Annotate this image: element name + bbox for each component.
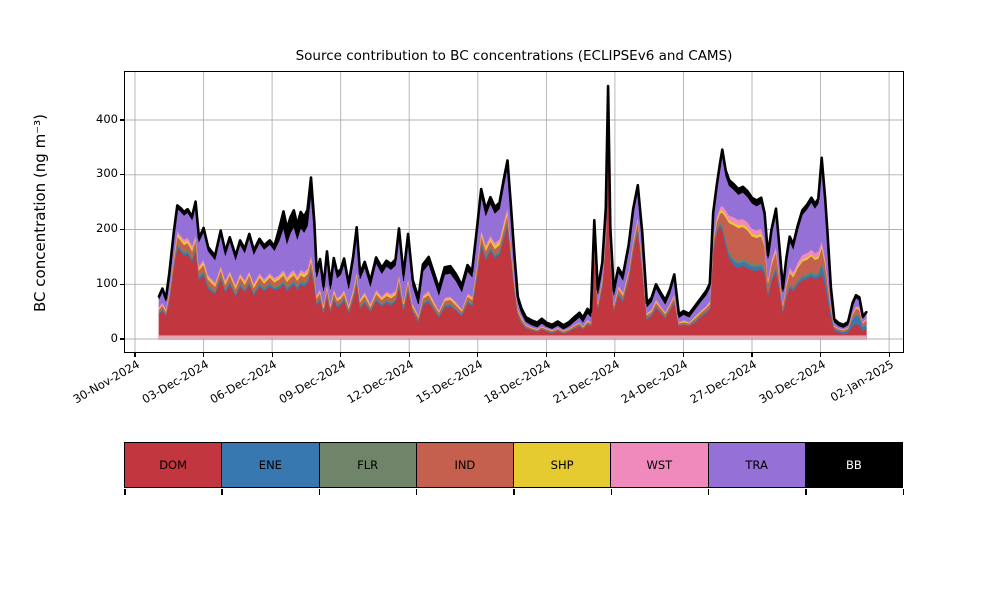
x-tick [682,353,685,357]
chart-title: Source contribution to BC concentrations… [295,48,733,64]
x-tick [751,353,753,357]
legend-tick [610,489,613,495]
y-tick-label: 400 [96,111,118,126]
total-line [157,84,868,327]
x-tick [888,353,890,357]
y-tick [120,338,124,340]
legend-label: WST [646,458,673,472]
legend-label: SHP [550,458,574,472]
plot-area [124,71,904,353]
y-axis-label: BC concentration (ng m⁻³) [31,114,49,312]
x-tick [271,353,273,357]
legend-tick [902,489,904,495]
y-tick-label: 300 [96,166,118,181]
x-tick [614,353,616,357]
x-tick [408,353,410,357]
legend-item-tra: TRA [708,443,806,487]
y-tick [120,174,124,176]
x-tick [545,353,547,357]
legend-item-wst: WST [611,443,709,487]
x-tick [477,353,479,357]
legend-tick [124,489,126,495]
x-tick [340,353,342,357]
legend-item-shp: SHP [514,443,612,487]
x-tick [202,353,205,357]
legend-tick [221,489,223,495]
legend-label: IND [454,458,476,472]
legend-label: TRA [745,458,768,472]
legend-item-ind: IND [416,443,514,487]
y-tick-label: 0 [110,330,118,345]
legend-label: FLR [357,458,379,472]
baseline-strip [159,335,867,339]
y-tick [120,228,124,231]
x-tick [819,353,822,357]
y-tick [120,119,124,121]
stacked-area-chart [125,72,903,352]
legend-label: BB [845,458,862,472]
legend-tick [805,489,807,495]
legend-item-flr: FLR [319,443,417,487]
legend-tick [513,489,515,495]
y-tick-label: 200 [96,221,118,235]
legend-ticks [124,489,904,496]
legend-label: DOM [159,458,188,472]
y-tick-label: 100 [96,275,118,290]
legend-tick [707,489,710,495]
legend-item-dom: DOM [125,443,223,487]
legend-item-bb: BB [805,443,902,487]
x-tick [134,353,136,357]
legend-label: ENE [258,458,282,472]
legend-item-ene: ENE [222,443,320,487]
legend-tick [318,489,321,495]
legend: DOM ENE FLR IND SHP WST TRA BB [124,442,903,488]
legend-tick [415,489,418,495]
y-tick [120,283,124,285]
